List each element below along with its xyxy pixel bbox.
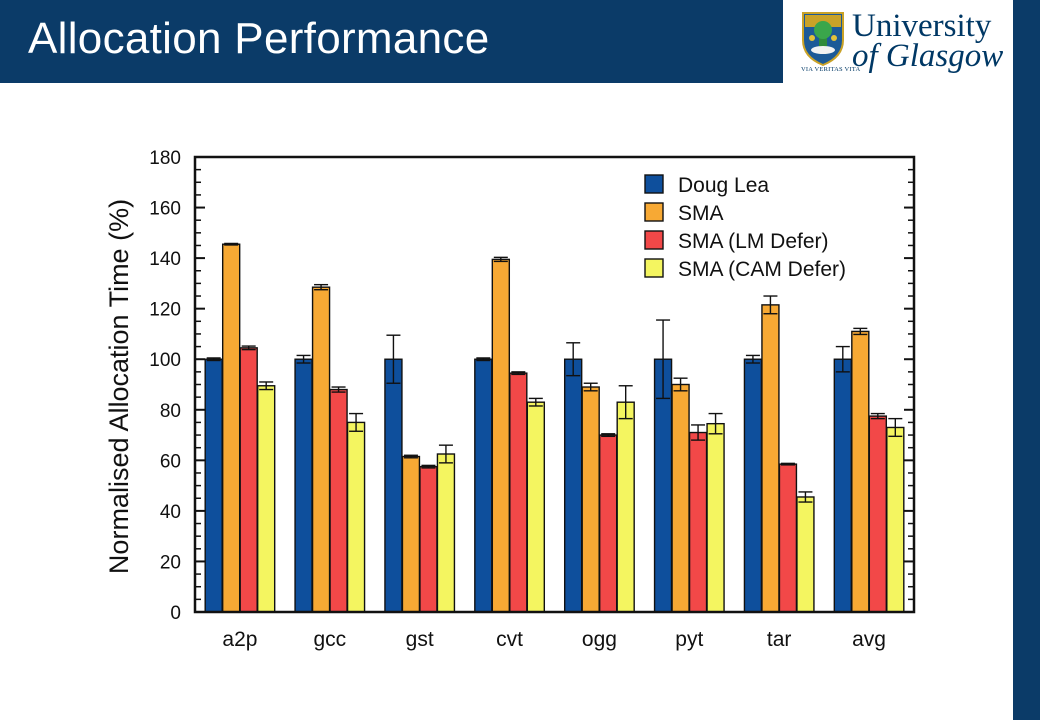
legend-label: SMA (LM Defer) xyxy=(678,230,829,253)
y-tick-label: 120 xyxy=(149,300,181,321)
y-tick-label: 20 xyxy=(160,552,181,573)
y-tick-label: 100 xyxy=(149,350,181,371)
x-tick-label: pyt xyxy=(675,628,703,651)
bar-3 xyxy=(796,496,815,613)
bar-0 xyxy=(833,358,853,613)
x-tick-label: avg xyxy=(852,628,886,651)
bar-2 xyxy=(509,372,528,613)
bar-0 xyxy=(563,358,583,613)
bar-3 xyxy=(346,421,366,613)
bar-1 xyxy=(491,258,511,613)
title-bar: Allocation Performance xyxy=(0,0,783,83)
y-tick-label: 80 xyxy=(160,401,181,422)
logo-wordmark-line2: of Glasgow xyxy=(852,38,1004,74)
crest-icon xyxy=(802,12,844,66)
bar-1 xyxy=(401,455,421,613)
y-axis-label: Normalised Allocation Time (%) xyxy=(104,199,134,574)
x-tick-label: gcc xyxy=(313,628,346,651)
bar-0 xyxy=(384,358,403,613)
bar-3 xyxy=(706,422,725,613)
bar-1 xyxy=(851,330,870,613)
legend-swatch xyxy=(644,230,664,250)
x-tick-label: tar xyxy=(767,628,792,651)
y-tick-label: 140 xyxy=(149,249,181,270)
bar-1 xyxy=(761,304,780,613)
legend-label: SMA xyxy=(678,202,724,225)
legend-swatch xyxy=(644,174,664,194)
y-tick-label: 60 xyxy=(160,451,181,472)
bar-3 xyxy=(886,426,905,613)
legend-swatch xyxy=(644,202,664,222)
page-title: Allocation Performance xyxy=(28,14,490,63)
x-tick-label: a2p xyxy=(222,628,257,651)
side-strip xyxy=(1013,0,1040,720)
legend-swatch xyxy=(644,258,664,278)
x-tick-label: cvt xyxy=(496,628,523,651)
bar-2 xyxy=(778,463,798,613)
bar-2 xyxy=(239,347,258,613)
bar-2 xyxy=(329,388,348,613)
bar-0 xyxy=(474,358,493,613)
bar-1 xyxy=(581,386,600,613)
axis-ticks-group: 0 20 40 60 80 100 120 140 160 180 a2p gcc gst cvt ogg p… xyxy=(149,148,914,651)
bars-group xyxy=(204,243,905,613)
university-logo: University of Glasgow VIA VERITAS VITA xyxy=(800,8,1005,76)
bar-2 xyxy=(419,465,438,613)
x-tick-label: ogg xyxy=(582,628,617,651)
legend: Doug Lea SMA SMA (LM Defer) SMA (CAM Defer) xyxy=(644,174,846,281)
y-tick-label: 0 xyxy=(170,603,181,624)
legend-label: Doug Lea xyxy=(678,174,769,197)
y-tick-label: 160 xyxy=(149,199,181,220)
logo-motto: VIA VERITAS VITA xyxy=(801,66,861,73)
bar-0 xyxy=(294,358,313,613)
bar-3 xyxy=(436,453,456,613)
bar-0 xyxy=(204,358,223,613)
bar-1 xyxy=(311,286,331,613)
y-tick-label: 40 xyxy=(160,502,181,523)
bar-2 xyxy=(688,431,708,613)
bar-2 xyxy=(868,415,888,613)
bar-3 xyxy=(616,401,635,613)
y-tick-label: 180 xyxy=(149,148,181,169)
logo-wordmark-line1: University xyxy=(852,8,992,44)
bar-0 xyxy=(743,358,763,613)
y-axis-label-group: Normalised Allocation Time (%) xyxy=(104,199,134,574)
bar-3 xyxy=(526,401,546,613)
bar-1 xyxy=(221,243,241,613)
bar-1 xyxy=(671,383,690,613)
legend-label: SMA (CAM Defer) xyxy=(678,258,846,281)
x-tick-label: gst xyxy=(406,628,434,651)
bar-2 xyxy=(598,434,618,613)
error-bars-group xyxy=(206,242,903,503)
bar-3 xyxy=(256,385,276,613)
